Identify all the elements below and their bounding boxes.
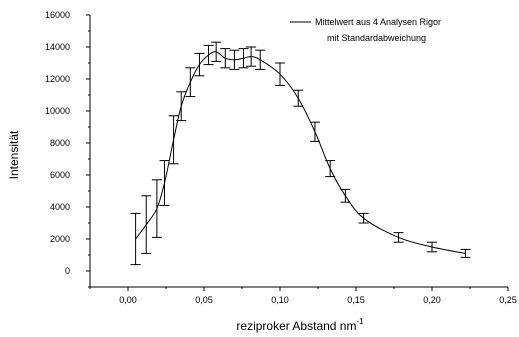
legend: Mittelwert aus 4 Analysen Rigor mit Stan… (290, 17, 441, 43)
x-tick-label: 0,00 (119, 295, 137, 305)
y-tick-label: 12000 (45, 74, 70, 84)
y-tick-label: 0 (65, 266, 70, 276)
x-axis-label: reziproker Abstand nm-1 (236, 317, 364, 333)
error-bars (130, 41, 471, 266)
y-tick-label: 8000 (50, 138, 70, 148)
x-axis-label-superscript: -1 (356, 317, 364, 326)
y-tick-label: 10000 (45, 106, 70, 116)
x-tick-label: 0,25 (499, 295, 517, 305)
x-axis-ticks: 0,00 0,05 0,10 0,15 0,20 0,25 (89, 287, 517, 305)
x-tick-label: 0,10 (271, 295, 289, 305)
y-tick-label: 16000 (45, 10, 70, 20)
x-tick-label: 0,20 (423, 295, 441, 305)
series-line (135, 51, 466, 254)
y-axis-label: Intensität (7, 130, 21, 179)
plot-area: 0,00 0,05 0,10 0,15 0,20 0,25 0 2000 4000 6000 80… (45, 10, 517, 305)
y-axis-ticks: 0 2000 4000 6000 8000 10000 12000 14000 16000 (45, 10, 90, 288)
y-tick-label: 6000 (50, 170, 70, 180)
x-tick-label: 0,15 (347, 295, 365, 305)
x-tick-label: 0,05 (195, 295, 213, 305)
y-tick-label: 14000 (45, 42, 70, 52)
x-axis-label-text: reziproker Abstand nm (236, 319, 356, 333)
y-tick-label: 4000 (50, 202, 70, 212)
legend-entry-line-1: Mittelwert aus 4 Analysen Rigor (315, 17, 441, 27)
legend-entry-line-2: mit Standardabweichung (327, 33, 426, 43)
y-tick-label: 2000 (50, 234, 70, 244)
